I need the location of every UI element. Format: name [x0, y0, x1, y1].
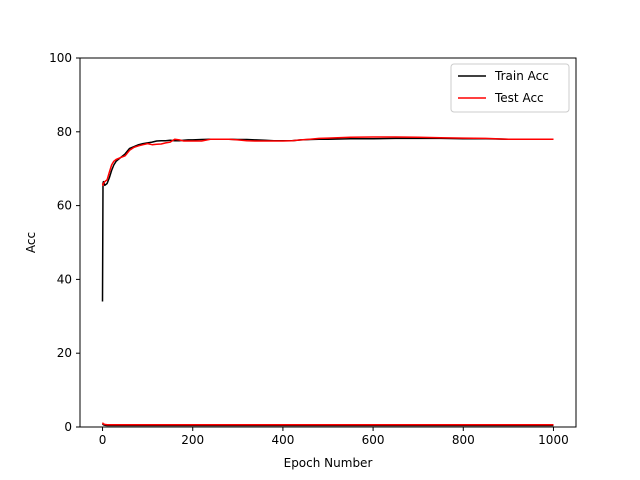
x-tick-label: 200	[181, 433, 204, 447]
x-tick-label: 0	[99, 433, 107, 447]
y-axis-ticks: 0 20 40 60 80 100	[49, 51, 80, 434]
plot-frame	[79, 57, 577, 428]
series-line-train-acc	[101, 137, 554, 302]
y-tick-label: 100	[49, 51, 72, 65]
legend-label: Train Acc	[494, 69, 549, 83]
legend-label: Test Acc	[494, 91, 544, 105]
y-tick-label: 80	[57, 125, 72, 139]
series-line-3	[101, 422, 554, 426]
y-tick-label: 40	[57, 272, 72, 286]
series-line-test-acc	[101, 136, 554, 187]
y-tick-label: 20	[57, 346, 72, 360]
x-tick-label: 400	[271, 433, 294, 447]
x-axis-label: Epoch Number	[284, 456, 373, 470]
y-tick-label: 0	[64, 420, 72, 434]
x-tick-label: 800	[452, 433, 475, 447]
y-tick-label: 60	[57, 199, 72, 213]
x-tick-label: 600	[362, 433, 385, 447]
plot-lines	[101, 136, 554, 427]
y-axis-label: Acc	[24, 232, 38, 253]
x-tick-label: 1000	[538, 433, 569, 447]
legend: Train Acc Test Acc	[450, 63, 570, 113]
x-axis-ticks: 0 200 400 600 800 1000	[99, 427, 569, 447]
